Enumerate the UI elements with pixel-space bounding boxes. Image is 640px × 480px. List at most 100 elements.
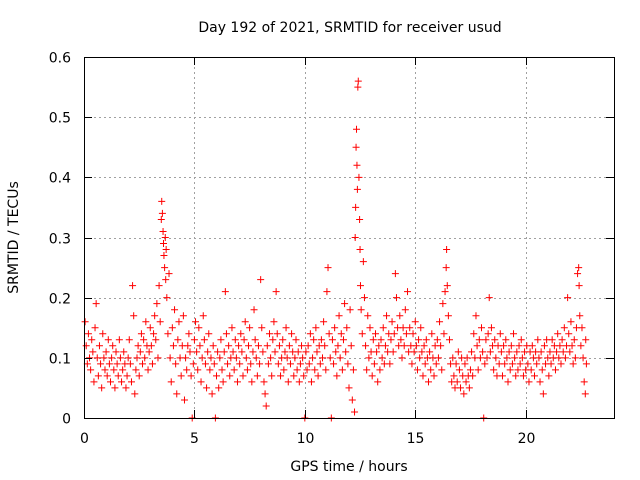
data-point bbox=[220, 348, 228, 356]
data-point bbox=[103, 372, 111, 380]
data-point bbox=[565, 330, 573, 338]
data-point bbox=[186, 348, 194, 356]
data-point bbox=[571, 354, 579, 362]
data-point bbox=[316, 360, 324, 368]
data-point bbox=[279, 336, 287, 344]
data-point bbox=[473, 342, 481, 350]
data-point bbox=[359, 258, 367, 266]
data-point bbox=[449, 354, 457, 362]
data-point bbox=[118, 378, 126, 386]
data-point bbox=[200, 336, 208, 344]
y-tick-label: 0.1 bbox=[49, 352, 71, 368]
data-point bbox=[302, 348, 310, 356]
data-point bbox=[419, 372, 427, 380]
data-point bbox=[577, 342, 585, 350]
data-point bbox=[466, 366, 474, 374]
data-point bbox=[282, 324, 290, 332]
data-point bbox=[141, 354, 149, 362]
data-point bbox=[355, 173, 363, 181]
data-point bbox=[172, 360, 180, 368]
data-point bbox=[547, 360, 555, 368]
data-point bbox=[396, 312, 404, 320]
data-point bbox=[348, 396, 356, 404]
data-point bbox=[378, 354, 386, 362]
data-point bbox=[163, 294, 171, 302]
data-point bbox=[185, 330, 193, 338]
data-point bbox=[216, 354, 224, 362]
data-point bbox=[492, 354, 500, 362]
data-point bbox=[189, 360, 197, 368]
data-point bbox=[95, 342, 103, 350]
data-point bbox=[461, 360, 469, 368]
data-point bbox=[238, 348, 246, 356]
data-point bbox=[417, 324, 425, 332]
data-point bbox=[112, 348, 120, 356]
data-point bbox=[347, 342, 355, 350]
data-point bbox=[162, 246, 170, 254]
data-point bbox=[86, 354, 94, 362]
data-point bbox=[259, 348, 267, 356]
data-point bbox=[452, 360, 460, 368]
data-point bbox=[433, 336, 441, 344]
axis-ticks: 0 0.1 0.2 0.3 0.4 0.5 0.6 0 5 10 15 20 bbox=[49, 51, 614, 447]
y-tick-label: 0.3 bbox=[49, 232, 71, 248]
data-point bbox=[225, 342, 233, 350]
data-point bbox=[264, 360, 272, 368]
data-point bbox=[408, 360, 416, 368]
data-point bbox=[150, 330, 158, 338]
data-point bbox=[439, 300, 447, 308]
data-point bbox=[507, 342, 515, 350]
data-point bbox=[534, 336, 542, 344]
data-point bbox=[194, 366, 202, 374]
data-point bbox=[548, 336, 556, 344]
data-point bbox=[161, 234, 169, 241]
data-point bbox=[363, 366, 371, 374]
data-point bbox=[556, 342, 564, 350]
data-point bbox=[232, 354, 240, 362]
data-point bbox=[148, 360, 156, 368]
data-point bbox=[160, 240, 167, 248]
data-point bbox=[386, 360, 394, 368]
data-point bbox=[319, 354, 326, 362]
data-point bbox=[179, 312, 187, 320]
data-point bbox=[559, 348, 567, 356]
data-point bbox=[420, 342, 428, 350]
data-point bbox=[453, 378, 461, 386]
data-point bbox=[221, 288, 229, 296]
data-point bbox=[349, 366, 357, 374]
data-point bbox=[233, 378, 241, 386]
data-point bbox=[203, 384, 211, 392]
data-point bbox=[353, 185, 361, 193]
data-point bbox=[231, 336, 239, 344]
data-point bbox=[481, 360, 489, 368]
data-point bbox=[436, 318, 444, 326]
data-point bbox=[205, 330, 213, 338]
data-point bbox=[527, 366, 535, 374]
data-point bbox=[199, 312, 207, 320]
data-point bbox=[358, 330, 366, 338]
data-point bbox=[418, 348, 426, 356]
data-point bbox=[352, 203, 360, 211]
data-point bbox=[360, 294, 368, 302]
data-point bbox=[113, 360, 121, 368]
data-point bbox=[122, 384, 130, 392]
data-point bbox=[445, 336, 453, 344]
data-point bbox=[582, 360, 590, 368]
data-point bbox=[140, 336, 148, 344]
data-point bbox=[295, 378, 303, 386]
data-point bbox=[468, 348, 476, 356]
data-point bbox=[171, 306, 179, 314]
data-point bbox=[277, 372, 285, 380]
data-point bbox=[415, 336, 423, 344]
data-point bbox=[161, 264, 169, 272]
data-point bbox=[501, 360, 509, 368]
data-point bbox=[422, 336, 430, 344]
data-point bbox=[228, 324, 236, 332]
data-point bbox=[270, 318, 278, 326]
data-point bbox=[443, 282, 451, 290]
data-point bbox=[116, 354, 124, 362]
data-point bbox=[374, 378, 382, 386]
data-point bbox=[250, 306, 258, 314]
data-point bbox=[546, 348, 554, 356]
data-point bbox=[518, 354, 526, 362]
